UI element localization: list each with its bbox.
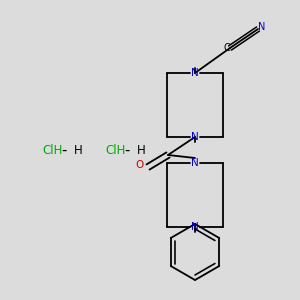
Text: N: N <box>191 158 199 168</box>
Text: N: N <box>258 22 266 32</box>
Text: H: H <box>137 143 146 157</box>
Text: -: - <box>124 142 130 158</box>
Text: -: - <box>61 142 67 158</box>
Text: C: C <box>224 43 230 53</box>
Text: N: N <box>191 222 199 232</box>
Text: H: H <box>74 143 83 157</box>
Text: N: N <box>191 68 199 78</box>
Text: ClH: ClH <box>42 143 62 157</box>
Text: N: N <box>191 132 199 142</box>
Text: ClH: ClH <box>105 143 125 157</box>
Text: O: O <box>136 160 144 170</box>
